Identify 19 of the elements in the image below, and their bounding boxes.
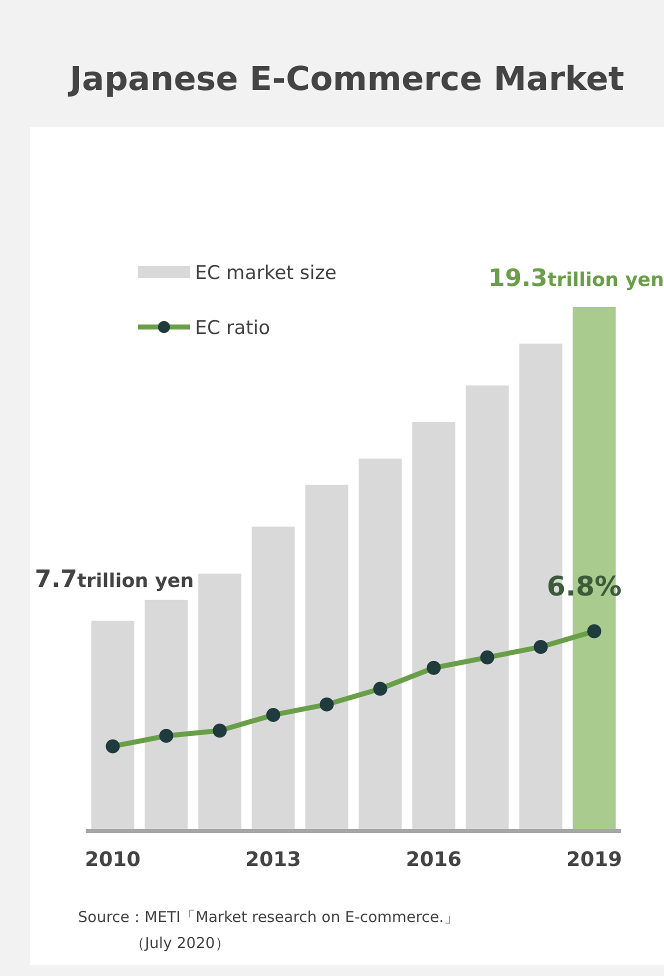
bar	[198, 574, 242, 830]
bar	[144, 600, 188, 830]
bar	[466, 385, 509, 830]
x-tick-label: 2016	[406, 847, 462, 871]
x-tick-label: 2013	[245, 847, 302, 871]
annotation: 7.7trillion yen	[34, 564, 194, 593]
text: 19.3trillion yen	[488, 264, 664, 292]
text: （July 2020）	[130, 934, 230, 952]
bar	[252, 526, 295, 830]
bar	[91, 620, 134, 830]
bar	[358, 458, 402, 830]
x-tick-label: 2019	[566, 847, 622, 871]
x-tick-label: 2010	[84, 847, 141, 871]
bar	[412, 422, 456, 830]
legend-label: EC market size	[195, 262, 337, 284]
source-note: Source：METI「Market research on E-commerce.」	[78, 908, 459, 926]
chart-title: Japanese E-Commerce Market	[68, 59, 624, 98]
legend-label: EC ratio	[195, 317, 270, 339]
bar	[305, 484, 348, 830]
